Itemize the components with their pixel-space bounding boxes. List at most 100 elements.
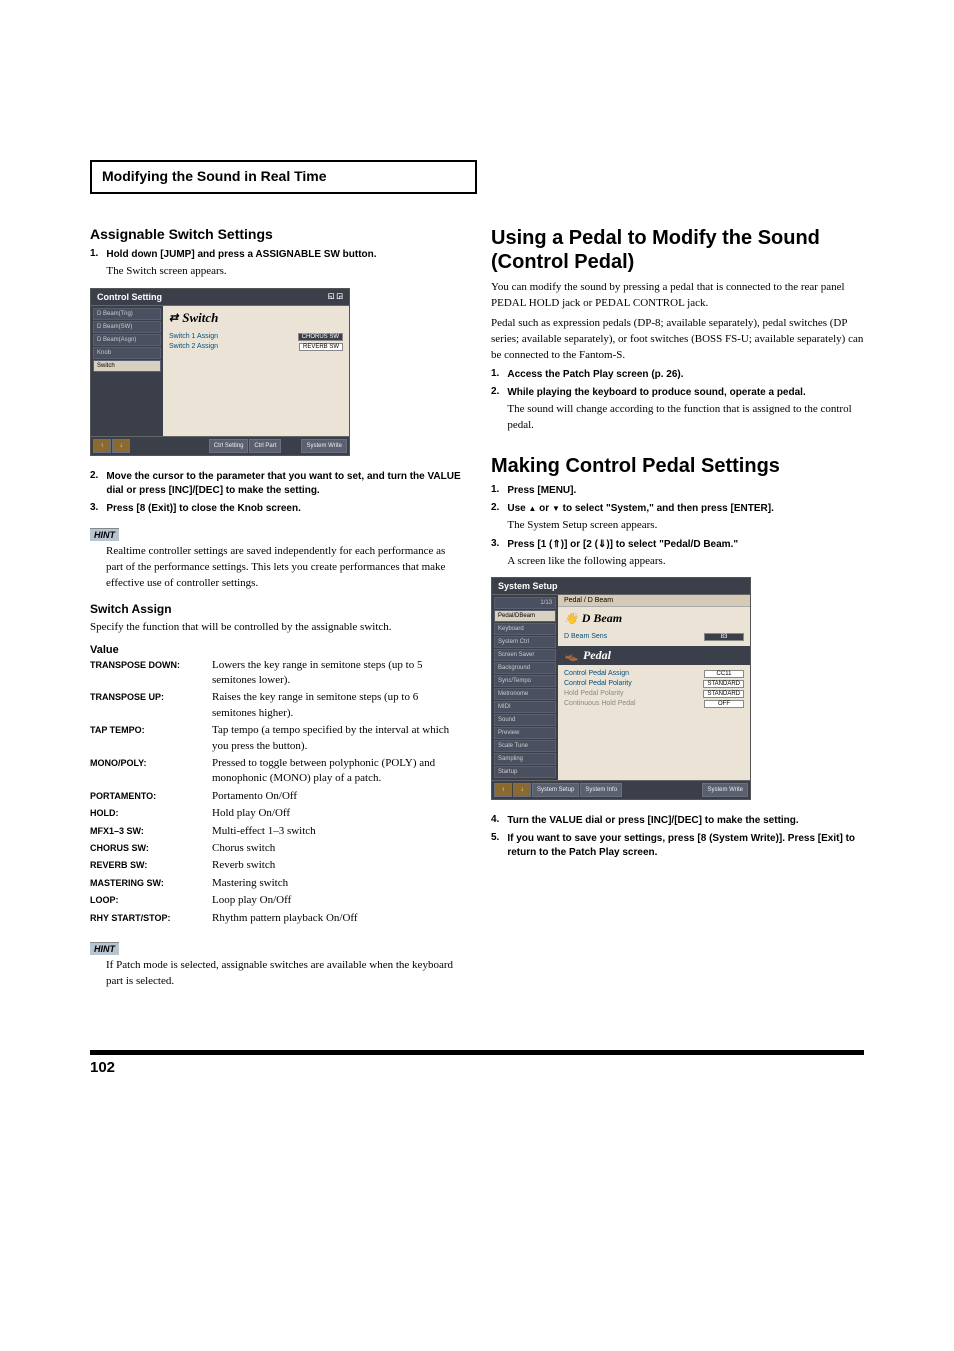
val-key: RHY START/STOP: bbox=[90, 911, 212, 926]
step-bold: Press [8 (Exit)] to close the Knob scree… bbox=[106, 502, 463, 516]
step-number: 4. bbox=[491, 814, 499, 828]
step-bold: Access the Patch Play screen (p. 26). bbox=[507, 368, 864, 382]
right-column: Using a Pedal to Modify the Sound (Contr… bbox=[491, 226, 864, 990]
switch-assign-intro: Specify the function that will be contro… bbox=[90, 620, 463, 636]
ss-sidebar: D Beam(Trig) D Beam(SW) D Beam(Asgn) Kno… bbox=[91, 306, 163, 436]
left-column: Assignable Switch Settings 1. Hold down … bbox=[90, 226, 463, 990]
right-p1: You can modify the sound by pressing a p… bbox=[491, 280, 864, 312]
val-key: TAP TEMPO: bbox=[90, 723, 212, 754]
ss-title-icons: ◱ ◲ bbox=[328, 292, 343, 302]
ss-section-header-text: D Beam bbox=[582, 611, 622, 626]
ss-main: Pedal / D Beam 👋 D Beam D Beam Sens 83 👞… bbox=[558, 595, 750, 780]
ss-tab: D Beam(Trig) bbox=[93, 308, 161, 320]
step-body: Move the cursor to the parameter that yo… bbox=[106, 470, 463, 498]
ss-section-header: 👞 Pedal bbox=[558, 646, 750, 665]
ss-row-value: OFF bbox=[704, 700, 744, 708]
val-key: TRANSPOSE DOWN: bbox=[90, 658, 212, 689]
ss-sidebar: 1/13 Pedal/DBeam Keyboard System Ctrl Sc… bbox=[492, 595, 558, 780]
ss-row-value: REVERB SW bbox=[299, 343, 343, 351]
step-number: 3. bbox=[491, 538, 499, 570]
step-bold-post: to select "System," and then press [ENTE… bbox=[560, 503, 774, 514]
step-body: Use or to select "System," and then pres… bbox=[507, 502, 864, 534]
step-body: If you want to save your settings, press… bbox=[507, 832, 864, 860]
hint-badge: HINT bbox=[90, 528, 119, 541]
ss-fbtn: System Write bbox=[702, 783, 748, 797]
step-bold: Use or to select "System," and then pres… bbox=[507, 502, 864, 516]
step-bold: While playing the keyboard to produce so… bbox=[507, 386, 864, 400]
val-desc: Mastering switch bbox=[212, 876, 463, 891]
ss-fbtn-down: ↓ bbox=[112, 439, 130, 453]
step-bold: Hold down [JUMP] and press a ASSIGNABLE … bbox=[106, 248, 463, 262]
hint-text: If Patch mode is selected, assignable sw… bbox=[90, 958, 463, 990]
right-step-c4: 4. Turn the VALUE dial or press [INC]/[D… bbox=[491, 814, 864, 828]
ss-main-header-text: Switch bbox=[182, 310, 218, 326]
hint-text: Realtime controller settings are saved i… bbox=[90, 544, 463, 592]
step-number: 1. bbox=[491, 368, 499, 382]
ss-tab-active: Pedal/DBeam bbox=[494, 610, 556, 622]
val-key: LOOP: bbox=[90, 893, 212, 908]
ss-footer: ↑ ↓ System Setup System Info System Writ… bbox=[492, 780, 750, 799]
section-banner: Modifying the Sound in Real Time bbox=[90, 160, 477, 194]
ss-row-label: Switch 1 Assign bbox=[169, 333, 218, 341]
ss-tab: System Ctrl bbox=[494, 636, 556, 648]
val-desc: Pressed to toggle between polyphonic (PO… bbox=[212, 756, 463, 787]
val-desc: Multi-effect 1–3 switch bbox=[212, 824, 463, 839]
ss-main-header: ⇄ Switch bbox=[169, 310, 343, 326]
ss-row-label: Switch 2 Assign bbox=[169, 343, 218, 351]
ss-fbtn: System Write bbox=[301, 439, 347, 453]
right-step-b1: 1. Press [MENU]. bbox=[491, 484, 864, 498]
ss-fbtn: Ctrl Setting bbox=[209, 439, 249, 453]
ss-section-header: 👋 D Beam bbox=[564, 611, 744, 626]
ss-body: D Beam(Trig) D Beam(SW) D Beam(Asgn) Kno… bbox=[91, 306, 349, 436]
ss-row-value: STANDARD bbox=[703, 680, 744, 688]
ss-tab: Scale Tune bbox=[494, 740, 556, 752]
step-follow: The Switch screen appears. bbox=[106, 264, 463, 280]
step-number: 1. bbox=[491, 484, 499, 498]
ss-row: Control Pedal Assign CC11 bbox=[564, 669, 744, 679]
value-label: Value bbox=[90, 644, 463, 656]
ss-tab: Metronome bbox=[494, 688, 556, 700]
right-p2: Pedal such as expression pedals (DP-8; a… bbox=[491, 316, 864, 364]
val-key: REVERB SW: bbox=[90, 858, 212, 873]
ss-tab: Screen Saver bbox=[494, 649, 556, 661]
ss-tab: Keyboard bbox=[494, 623, 556, 635]
ss-tab: Knob bbox=[93, 347, 161, 359]
ss-fbtn-down: ↓ bbox=[513, 783, 531, 797]
ss-tab: MIDI bbox=[494, 701, 556, 713]
ss-row-value: STANDARD bbox=[703, 690, 744, 698]
ss-row: Switch 1 Assign CHORUS SW bbox=[169, 332, 343, 342]
ss-fbtn: System Info bbox=[580, 783, 622, 797]
val-desc: Hold play On/Off bbox=[212, 806, 463, 821]
ss-row-label: D Beam Sens bbox=[564, 633, 607, 641]
step-bold: Press [MENU]. bbox=[507, 484, 864, 498]
ss-row: Switch 2 Assign REVERB SW bbox=[169, 342, 343, 352]
val-desc: Rhythm pattern playback On/Off bbox=[212, 911, 463, 926]
val-desc: Loop play On/Off bbox=[212, 893, 463, 908]
val-desc: Portamento On/Off bbox=[212, 789, 463, 804]
ss-tab: D Beam(Asgn) bbox=[93, 334, 161, 346]
step-follow: The sound will change according to the f… bbox=[507, 402, 864, 434]
val-desc: Reverb switch bbox=[212, 858, 463, 873]
ss-fbtn: Ctrl Part bbox=[249, 439, 281, 453]
left-step-b3: 3. Press [8 (Exit)] to close the Knob sc… bbox=[90, 502, 463, 516]
ss-spacer bbox=[131, 439, 208, 453]
step-body: Press [8 (Exit)] to close the Knob scree… bbox=[106, 502, 463, 516]
right-step-c5: 5. If you want to save your settings, pr… bbox=[491, 832, 864, 860]
ss-tab: Background bbox=[494, 662, 556, 674]
ss-row-label: Continuous Hold Pedal bbox=[564, 700, 636, 708]
ss-tab: Startup bbox=[494, 766, 556, 778]
step-bold: Move the cursor to the parameter that yo… bbox=[106, 470, 463, 498]
step-bold: If you want to save your settings, press… bbox=[507, 832, 864, 860]
ss-tab: Preview bbox=[494, 727, 556, 739]
right-step-b3: 3. Press [1 (⇑)] or [2 (⇓)] to select "P… bbox=[491, 538, 864, 570]
right-step-b2: 2. Use or to select "System," and then p… bbox=[491, 502, 864, 534]
ss-tab: Sync/Tempo bbox=[494, 675, 556, 687]
ss-titlebar: System Setup bbox=[492, 578, 750, 595]
step-body: Access the Patch Play screen (p. 26). bbox=[507, 368, 864, 382]
ss-row-value: 83 bbox=[704, 633, 744, 641]
step-bold: Turn the VALUE dial or press [INC]/[DEC]… bbox=[507, 814, 864, 828]
step-number: 2. bbox=[491, 502, 499, 534]
right-step-a2: 2. While playing the keyboard to produce… bbox=[491, 386, 864, 434]
step-body: Press [MENU]. bbox=[507, 484, 864, 498]
step-body: Hold down [JUMP] and press a ASSIGNABLE … bbox=[106, 248, 463, 280]
